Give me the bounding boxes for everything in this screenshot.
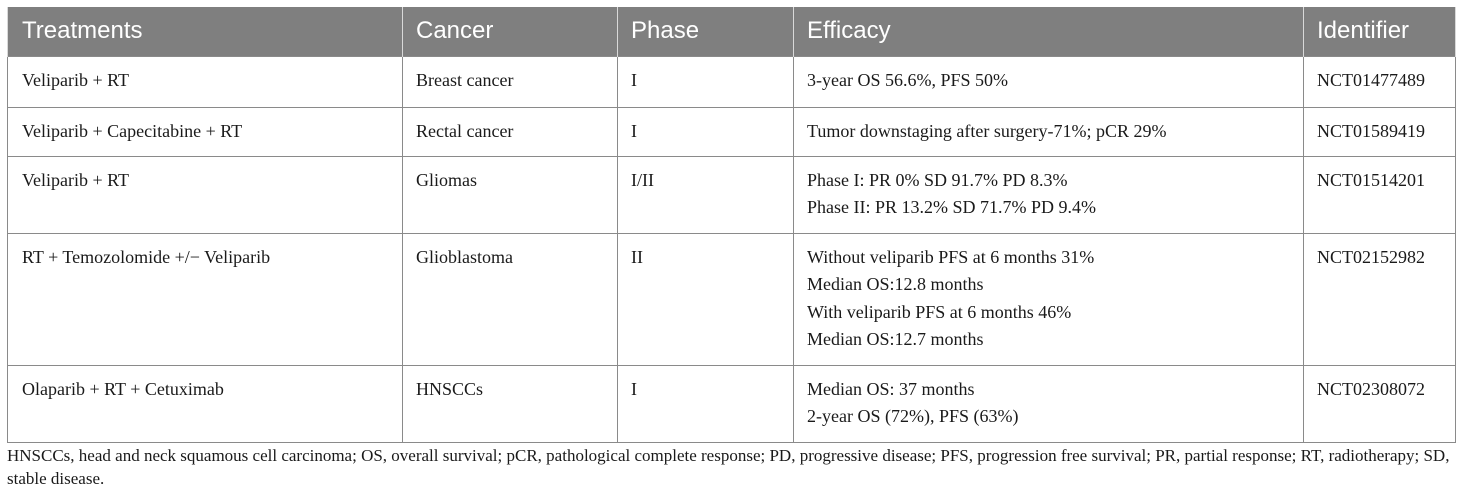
- cell-treatment: Veliparib + RT: [7, 55, 403, 108]
- header-phase: Phase: [617, 7, 794, 56]
- cell-phase: I: [617, 364, 794, 443]
- cell-identifier: NCT02152982: [1303, 232, 1456, 366]
- table-row: Veliparib + RT Gliomas I/II Phase I: PR …: [7, 155, 1456, 234]
- cell-identifier: NCT02308072: [1303, 364, 1456, 443]
- cell-cancer: Rectal cancer: [402, 106, 618, 157]
- cell-cancer: Gliomas: [402, 155, 618, 234]
- cell-efficacy: Tumor downstaging after surgery-71%; pCR…: [793, 106, 1304, 157]
- treatments-table-container: Treatments Cancer Phase Efficacy Identif…: [7, 7, 1456, 443]
- cell-cancer: Glioblastoma: [402, 232, 618, 366]
- cell-phase: I: [617, 55, 794, 108]
- treatments-table: Treatments Cancer Phase Efficacy Identif…: [7, 7, 1456, 443]
- efficacy-line: Tumor downstaging after surgery-71%; pCR…: [807, 120, 1167, 141]
- efficacy-line: 2-year OS (72%), PFS (63%): [807, 406, 1019, 426]
- table-row: RT + Temozolomide +/− Veliparib Glioblas…: [7, 232, 1456, 366]
- efficacy-line: Phase I: PR 0% SD 91.7% PD 8.3%: [807, 169, 1068, 190]
- efficacy-line: Median OS:12.8 months: [807, 274, 984, 294]
- header-identifier: Identifier: [1303, 7, 1456, 56]
- cell-efficacy: Median OS: 37 months 2-year OS (72%), PF…: [793, 364, 1304, 443]
- cell-efficacy: Without veliparib PFS at 6 months 31% Me…: [793, 232, 1304, 366]
- efficacy-line: Median OS:12.7 months: [807, 329, 984, 349]
- cell-cancer: HNSCCs: [402, 364, 618, 443]
- table-row: Olaparib + RT + Cetuximab HNSCCs I Media…: [7, 364, 1456, 443]
- cell-treatment: Olaparib + RT + Cetuximab: [7, 364, 403, 443]
- efficacy-line: Phase II: PR 13.2% SD 71.7% PD 9.4%: [807, 197, 1097, 217]
- efficacy-line: Without veliparib PFS at 6 months 31%: [807, 246, 1095, 267]
- cell-efficacy: Phase I: PR 0% SD 91.7% PD 8.3% Phase II…: [793, 155, 1304, 234]
- efficacy-line: 3-year OS 56.6%, PFS 50%: [807, 69, 1008, 90]
- efficacy-line: With veliparib PFS at 6 months 46%: [807, 301, 1072, 322]
- cell-phase: II: [617, 232, 794, 366]
- cell-cancer: Breast cancer: [402, 55, 618, 108]
- cell-identifier: NCT01589419: [1303, 106, 1456, 157]
- table-header-row: Treatments Cancer Phase Efficacy Identif…: [7, 7, 1456, 56]
- table-row: Veliparib + RT Breast cancer I 3-year OS…: [7, 55, 1456, 108]
- cell-identifier: NCT01514201: [1303, 155, 1456, 234]
- cell-phase: I/II: [617, 155, 794, 234]
- table-footnote: HNSCCs, head and neck squamous cell carc…: [7, 446, 1450, 488]
- cell-treatment: Veliparib + Capecitabine + RT: [7, 106, 403, 157]
- cell-treatment: RT + Temozolomide +/− Veliparib: [7, 232, 403, 366]
- cell-identifier: NCT01477489: [1303, 55, 1456, 108]
- header-treatments: Treatments: [7, 7, 403, 56]
- cell-phase: I: [617, 106, 794, 157]
- header-cancer: Cancer: [402, 7, 618, 56]
- header-efficacy: Efficacy: [793, 7, 1304, 56]
- table-row: Veliparib + Capecitabine + RT Rectal can…: [7, 106, 1456, 157]
- cell-efficacy: 3-year OS 56.6%, PFS 50%: [793, 55, 1304, 108]
- cell-treatment: Veliparib + RT: [7, 155, 403, 234]
- efficacy-line: Median OS: 37 months: [807, 378, 975, 399]
